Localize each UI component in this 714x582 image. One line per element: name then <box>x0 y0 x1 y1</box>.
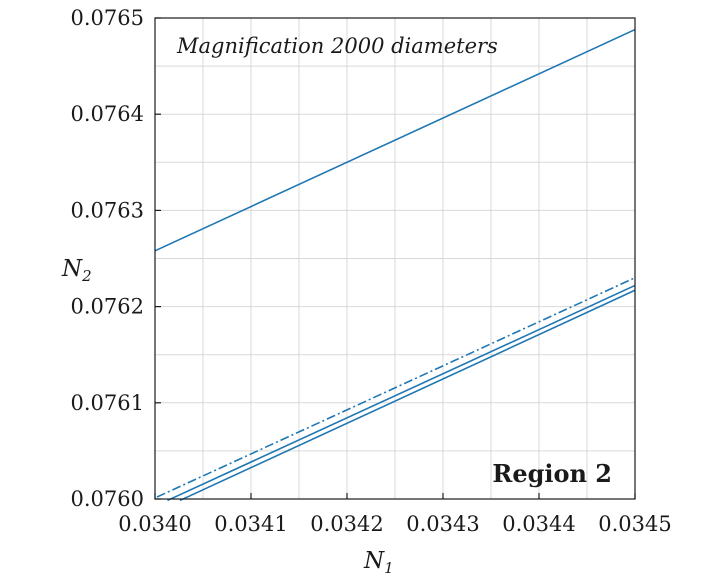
y-tick-label: 0.0760 <box>71 487 144 511</box>
x-tick-label: 0.0343 <box>406 512 479 536</box>
y-tick-label: 0.0763 <box>71 198 144 222</box>
region-label: Region 2 <box>492 459 612 488</box>
series-layer <box>154 28 636 502</box>
y-tick-label: 0.0762 <box>71 295 144 319</box>
x-axis-label: N1 <box>363 548 394 577</box>
y-axis-label-main: N <box>61 256 83 282</box>
plot-frame <box>154 17 636 500</box>
ticks: 0.0340 0.0341 0.0342 0.0343 0.0344 0.0345 0.07… <box>71 6 672 536</box>
y-axis-label: N2 <box>61 256 92 285</box>
y-tick-label: 0.0761 <box>71 391 144 415</box>
x-tick-label: 0.0344 <box>502 512 575 536</box>
x-axis-label-subscript: 1 <box>384 559 394 577</box>
y-axis-label-subscript: 2 <box>81 267 92 285</box>
x-tick-label: 0.0341 <box>214 512 287 536</box>
series-line-4 <box>179 289 636 502</box>
grid <box>154 17 636 500</box>
magnification-annotation: Magnification 2000 diameters <box>176 34 498 58</box>
series-line-1 <box>154 28 636 252</box>
x-tick-label: 0.0340 <box>118 512 191 536</box>
y-tick-label: 0.0764 <box>71 102 144 126</box>
series-line-3 <box>167 284 636 502</box>
x-tick-label: 0.0345 <box>598 512 671 536</box>
series-line-2 <box>156 277 636 498</box>
y-tick-label: 0.0765 <box>71 6 144 30</box>
x-axis-label-main: N <box>363 548 385 574</box>
x-tick-label: 0.0342 <box>310 512 383 536</box>
